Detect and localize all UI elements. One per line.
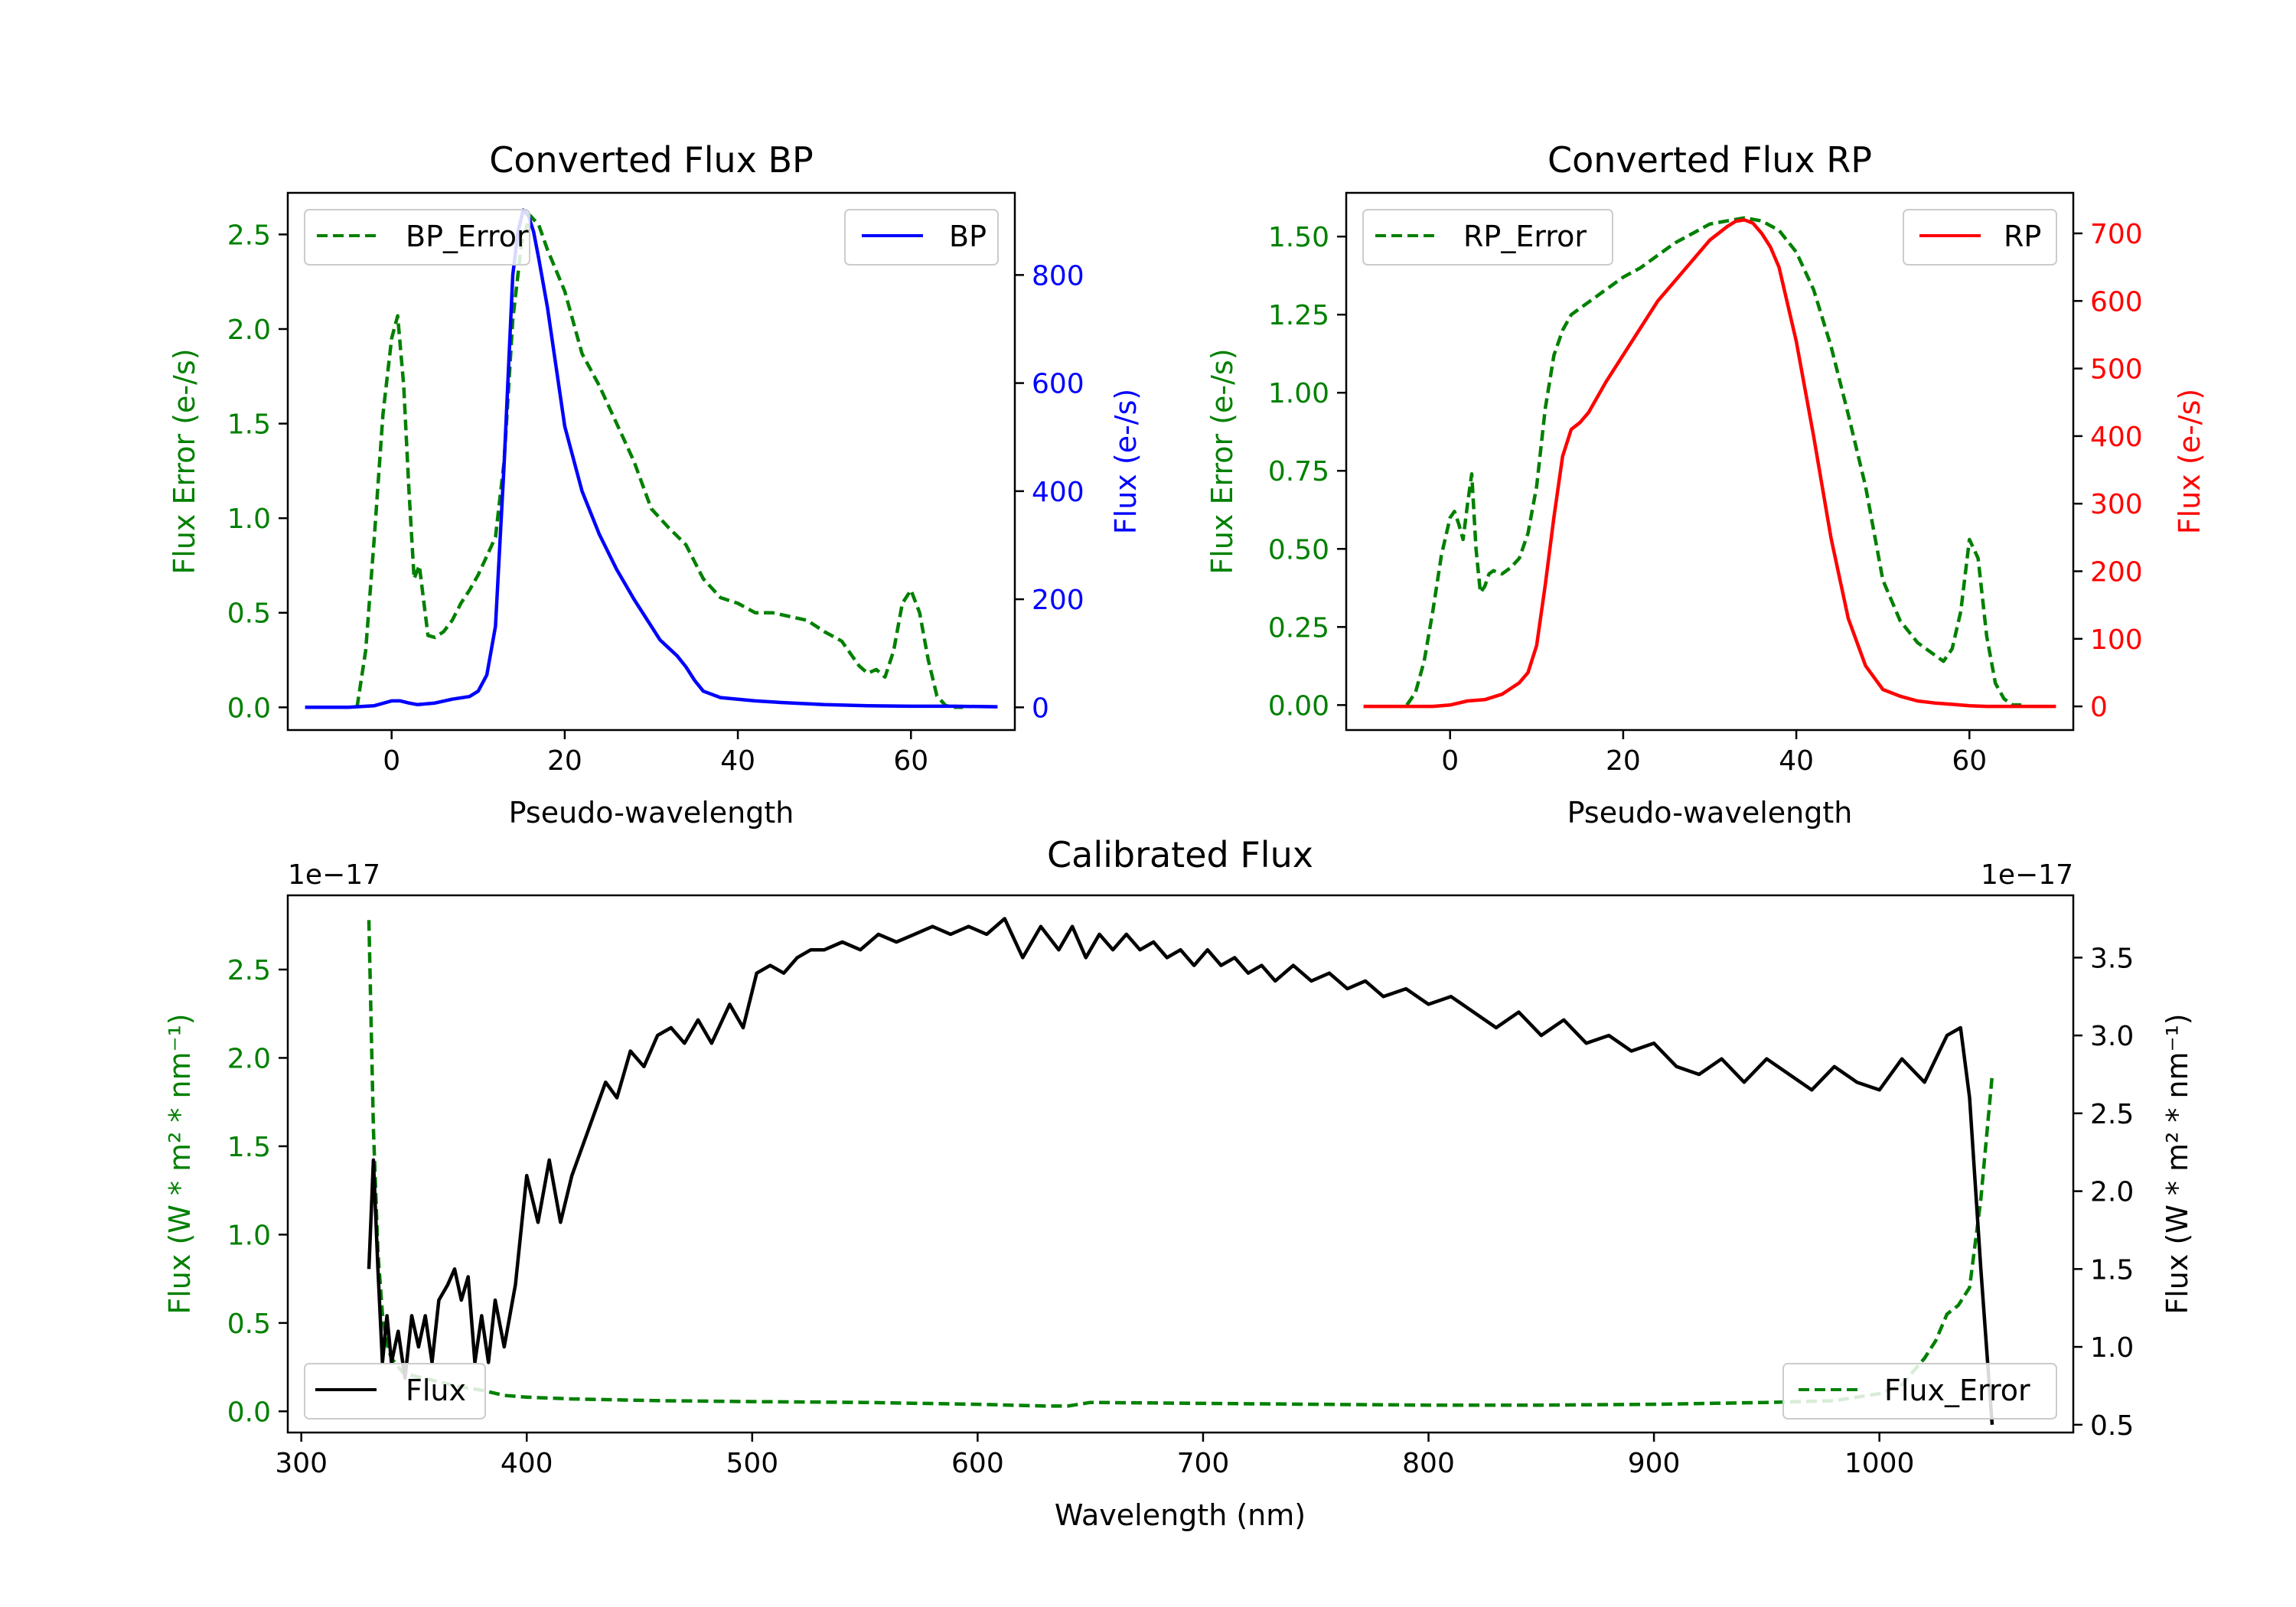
- cal-ytick-right-label: 3.0: [2090, 1021, 2134, 1052]
- cal-legend-flux-label: Flux: [406, 1374, 466, 1407]
- cal-ytick-left-label: 0.5: [227, 1309, 271, 1340]
- cal-ytick-left-label: 2.0: [227, 1043, 271, 1074]
- bp-ytick-right-label: 600: [1032, 369, 1084, 400]
- bp-ylabel-left: Flux Error (e-/s): [168, 348, 201, 574]
- cal-xtick-label: 1000: [1844, 1448, 1915, 1479]
- cal-ytick-left-label: 0.0: [227, 1397, 271, 1428]
- cal-ytick-right-label: 0.5: [2090, 1410, 2134, 1442]
- bp-ytick-left-label: 0.0: [227, 693, 271, 724]
- bp-frame: [286, 191, 1016, 732]
- cal-xtick-label: 400: [501, 1448, 553, 1479]
- rp-ticks: 0 20 40 60 0.00 0.25 0.50 0.75 1.00 1.25 1.50 0 100 2…: [1268, 219, 2143, 777]
- bp-error-line: [355, 214, 964, 709]
- rp-ylabel-left: Flux Error (e-/s): [1205, 348, 1239, 574]
- panel-bp: Converted Flux BP 0 20 40 60 0.0 0.5 1.0 1.5 2.0…: [168, 139, 1143, 830]
- rp-xtick-label: 0: [1441, 745, 1459, 777]
- bp-xtick-label: 0: [383, 745, 400, 777]
- cal-xtick-label: 500: [726, 1448, 778, 1479]
- cal-legend-flux[interactable]: Flux: [304, 1363, 486, 1420]
- cal-legend-error[interactable]: Flux_Error: [1782, 1363, 2057, 1420]
- rp-legend-error[interactable]: RP_Error: [1362, 209, 1613, 266]
- rp-ytick-left-label: 0.50: [1268, 534, 1329, 566]
- rp-legend-flux-label: RP: [2004, 220, 2041, 253]
- cal-ytick-left-label: 2.5: [227, 955, 271, 986]
- rp-ytick-left-label: 0.25: [1268, 612, 1329, 644]
- rp-xtick-label: 40: [1779, 745, 1814, 777]
- cal-xtick-label: 800: [1402, 1448, 1455, 1479]
- cal-xtick-label: 900: [1628, 1448, 1681, 1479]
- bp-legend-error-label: BP_Error: [406, 220, 529, 253]
- rp-ytick-left-label: 0.00: [1268, 690, 1329, 722]
- rp-ytick-right-label: 200: [2090, 556, 2143, 588]
- cal-title: Calibrated Flux: [1047, 834, 1313, 875]
- rp-ytick-right-label: 400: [2090, 422, 2143, 453]
- rp-xtick-label: 20: [1606, 745, 1641, 777]
- rp-ytick-right-label: 500: [2090, 354, 2143, 386]
- rp-ytick-right-label: 700: [2090, 219, 2143, 250]
- panel-calibrated: Calibrated Flux 1e−17 1e−17 300 400 500 600…: [163, 834, 2194, 1532]
- cal-xlabel: Wavelength (nm): [1055, 1498, 1306, 1532]
- rp-title: Converted Flux RP: [1548, 139, 1872, 181]
- rp-ylabel-right: Flux (e-/s): [2173, 389, 2206, 534]
- bp-xtick-label: 20: [547, 745, 582, 777]
- cal-xtick-label: 700: [1177, 1448, 1230, 1479]
- bp-plot-area: [305, 208, 998, 709]
- rp-ytick-right-label: 600: [2090, 286, 2143, 318]
- bp-xtick-label: 40: [720, 745, 755, 777]
- rp-ytick-left-label: 1.25: [1268, 300, 1329, 331]
- rp-xlabel: Pseudo-wavelength: [1567, 796, 1853, 830]
- cal-ytick-right-label: 1.5: [2090, 1254, 2134, 1286]
- bp-flux-line: [305, 208, 998, 709]
- bp-legend-error[interactable]: BP_Error: [304, 209, 530, 266]
- bp-legend-flux[interactable]: BP: [844, 209, 999, 266]
- cal-ytick-right-label: 2.5: [2090, 1099, 2134, 1130]
- bp-title: Converted Flux BP: [489, 139, 814, 181]
- bp-ylabel-right: Flux (e-/s): [1109, 389, 1143, 534]
- cal-offset-left: 1e−17: [288, 859, 380, 891]
- rp-legend-flux[interactable]: RP: [1903, 209, 2057, 266]
- bp-xtick-label: 60: [893, 745, 928, 777]
- rp-plot-area: [1363, 216, 2056, 709]
- rp-ytick-right-label: 100: [2090, 624, 2143, 656]
- rp-ytick-left-label: 0.75: [1268, 456, 1329, 487]
- bp-ytick-right-label: 0: [1032, 693, 1049, 724]
- cal-ylabel-left: Flux (W * m² * nm⁻¹): [163, 1013, 197, 1314]
- cal-ytick-right-label: 2.0: [2090, 1177, 2134, 1208]
- bp-legend-flux-label: BP: [949, 220, 987, 253]
- cal-offset-right: 1e−17: [1981, 859, 2073, 891]
- cal-ticks: 300 400 500 600 700 800 900 1000 0.0 0.5 1.0 1.5 2.0…: [227, 943, 2135, 1479]
- cal-flux-line: [367, 917, 1994, 1425]
- cal-xtick-label: 300: [275, 1448, 328, 1479]
- cal-ytick-right-label: 3.5: [2090, 943, 2134, 974]
- panel-rp: Converted Flux RP 0 20 40 60 0.00 0.25 0.50 0.7…: [1205, 139, 2206, 830]
- bp-xlabel: Pseudo-wavelength: [509, 796, 794, 830]
- cal-legend-error-label: Flux_Error: [1884, 1374, 2030, 1407]
- bp-ytick-left-label: 0.5: [227, 598, 271, 630]
- cal-ylabel-right: Flux (W * m² * nm⁻¹): [2161, 1013, 2194, 1314]
- bp-ytick-left-label: 1.0: [227, 504, 271, 535]
- cal-xtick-label: 600: [951, 1448, 1004, 1479]
- cal-ytick-left-label: 1.0: [227, 1220, 271, 1251]
- rp-ytick-right-label: 300: [2090, 489, 2143, 520]
- rp-ytick-left-label: 1.50: [1268, 222, 1329, 253]
- bp-ytick-left-label: 2.0: [227, 315, 271, 346]
- rp-ytick-right-label: 0: [2090, 692, 2108, 723]
- rp-frame: [1345, 191, 2075, 732]
- cal-ytick-left-label: 1.5: [227, 1132, 271, 1163]
- rp-ytick-left-label: 1.00: [1268, 378, 1329, 409]
- bp-ytick-left-label: 2.5: [227, 220, 271, 251]
- bp-ticks: 0 20 40 60 0.0 0.5 1.0 1.5 2.0 2.5 0 200 400 600 800: [227, 220, 1084, 777]
- bp-ytick-right-label: 800: [1032, 260, 1084, 292]
- rp-flux-line: [1363, 218, 2056, 709]
- bp-ytick-right-label: 400: [1032, 477, 1084, 508]
- bp-ytick-right-label: 200: [1032, 585, 1084, 616]
- rp-error-line: [1405, 216, 2022, 707]
- cal-ytick-right-label: 1.0: [2090, 1332, 2134, 1364]
- bp-ytick-left-label: 1.5: [227, 409, 271, 441]
- cal-frame: [286, 894, 2075, 1434]
- rp-legend-error-label: RP_Error: [1463, 220, 1587, 253]
- rp-xtick-label: 60: [1952, 745, 1987, 777]
